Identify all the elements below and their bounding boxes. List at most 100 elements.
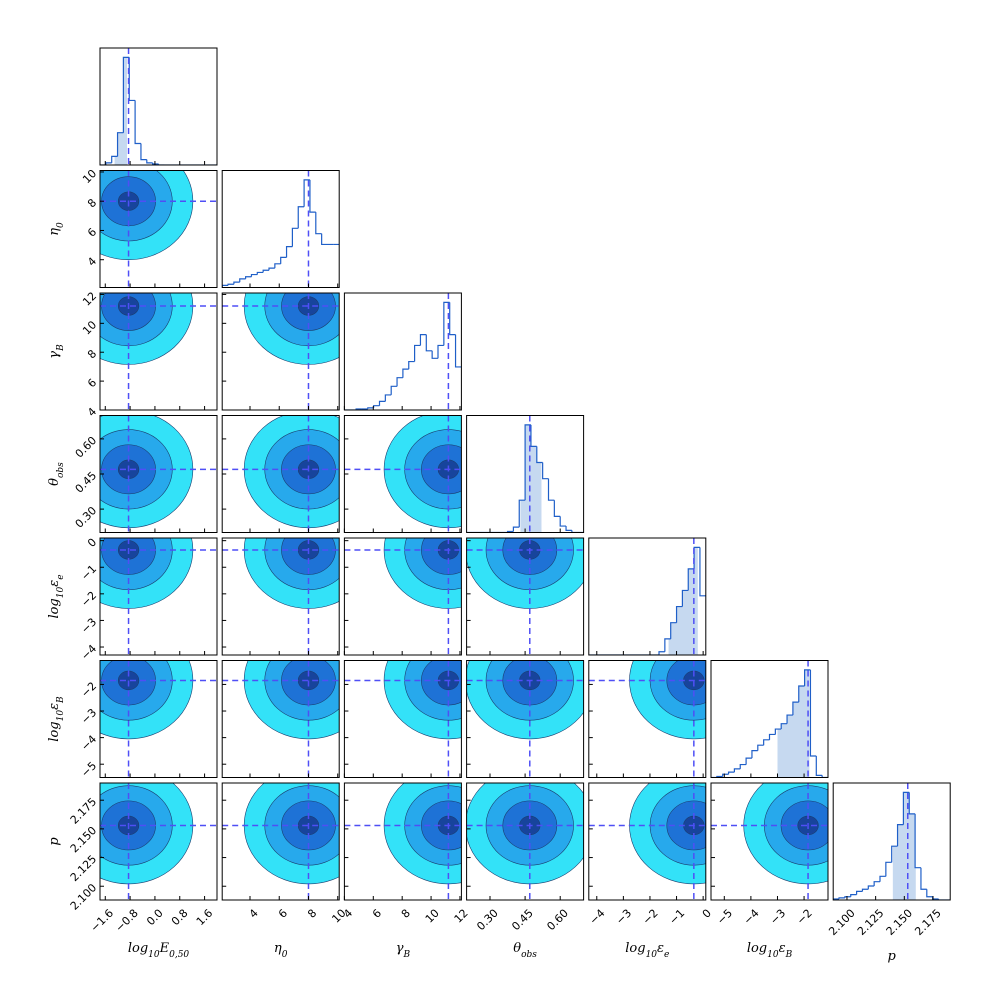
axis-label: log10εB bbox=[747, 941, 793, 960]
hist-bin bbox=[419, 334, 427, 346]
x-tick-label: 10 bbox=[423, 907, 442, 926]
hist-bin bbox=[739, 763, 747, 769]
panel-frame bbox=[343, 660, 462, 778]
axis-label-part: η bbox=[47, 228, 62, 236]
x-tick-label: 0.60 bbox=[544, 907, 571, 934]
panel bbox=[588, 783, 706, 900]
hist-bin bbox=[146, 159, 153, 164]
axis-label-part: log bbox=[625, 941, 645, 956]
panel bbox=[711, 783, 828, 900]
hist-bin bbox=[227, 283, 234, 286]
axis-label-part: θ bbox=[513, 941, 521, 956]
hist-bin bbox=[402, 368, 409, 378]
hist-bin bbox=[780, 723, 788, 730]
x-tick-label: 12 bbox=[452, 907, 471, 926]
x-tick-label: 1.6 bbox=[194, 907, 216, 929]
hist-bin bbox=[815, 755, 823, 776]
axis-label-part: e bbox=[56, 574, 66, 579]
axis-label-part: B bbox=[56, 696, 66, 704]
y-tick-label: 0.30 bbox=[73, 504, 100, 531]
hist-bin bbox=[274, 263, 281, 269]
hist-bin bbox=[536, 446, 543, 464]
panel-frame bbox=[588, 782, 707, 901]
hist-bin bbox=[745, 757, 752, 765]
panel bbox=[344, 415, 462, 533]
panel bbox=[344, 538, 462, 655]
axis-label: θobs bbox=[513, 941, 537, 960]
x-tick-label: 0 bbox=[700, 907, 714, 921]
hist-bin bbox=[524, 424, 531, 501]
hist-bin bbox=[833, 898, 840, 900]
x-tick-label: 6 bbox=[370, 907, 384, 921]
hist-bin bbox=[670, 622, 677, 639]
hist-bin bbox=[821, 775, 828, 778]
hist-bin bbox=[425, 334, 433, 352]
hist-bin bbox=[140, 143, 147, 161]
hist-bin bbox=[396, 377, 403, 387]
hist-bin bbox=[309, 179, 316, 213]
hist-bin bbox=[844, 896, 851, 898]
hist-bin bbox=[891, 845, 898, 863]
axis-label: log10εe bbox=[625, 941, 669, 960]
hist-bin bbox=[768, 733, 776, 740]
y-tick-label: 2.175 bbox=[68, 795, 99, 826]
panel-frame bbox=[99, 660, 218, 778]
hist-bin bbox=[809, 669, 817, 757]
x-tick-label: 6 bbox=[276, 907, 290, 921]
axis-label: θobs bbox=[47, 462, 66, 486]
axis-label: log10εe bbox=[47, 574, 66, 618]
hist-bin bbox=[443, 301, 450, 346]
axis-label-part: 0 bbox=[56, 222, 66, 228]
axis-label-part: p bbox=[47, 837, 62, 846]
hist-bin bbox=[885, 861, 892, 877]
panel bbox=[100, 415, 217, 533]
panel-frame bbox=[99, 170, 218, 288]
hist-bin bbox=[303, 179, 310, 207]
hist-bin bbox=[297, 206, 305, 229]
hist-bin bbox=[373, 405, 380, 408]
y-tick-label: −3 bbox=[79, 615, 100, 636]
y-tick-label: 2.100 bbox=[68, 881, 99, 912]
hist-bin bbox=[256, 271, 264, 275]
x-tick-label: 2.150 bbox=[884, 907, 915, 938]
panel bbox=[466, 538, 584, 655]
axis-label: p bbox=[47, 837, 62, 846]
panel-frame bbox=[710, 782, 829, 901]
hist-bin bbox=[542, 462, 549, 480]
hist-bin bbox=[792, 701, 799, 716]
panel-frame bbox=[99, 537, 218, 656]
panel bbox=[588, 660, 706, 778]
panel bbox=[222, 783, 340, 900]
axis-label-part: γ bbox=[396, 941, 404, 956]
hist-bin bbox=[664, 638, 671, 652]
axis-label-part: B bbox=[785, 950, 793, 960]
hist-bin bbox=[926, 889, 933, 898]
hist-bin bbox=[105, 162, 112, 165]
hist-bin bbox=[774, 728, 782, 735]
panel-frame bbox=[588, 660, 707, 778]
y-tick-label: −2 bbox=[79, 679, 100, 700]
hist-bin bbox=[861, 888, 869, 892]
axis-label-part: log bbox=[47, 721, 62, 741]
y-tick-label: 2.150 bbox=[68, 824, 99, 855]
axis-label: log10E0,50 bbox=[128, 941, 190, 960]
x-tick-label: 0.45 bbox=[509, 907, 536, 934]
hist-bin bbox=[559, 516, 567, 527]
panel bbox=[100, 170, 217, 288]
axis-label-part: E bbox=[159, 941, 170, 956]
hist-bin bbox=[879, 875, 886, 882]
x-tick-label: 2.125 bbox=[855, 907, 886, 938]
panel bbox=[100, 783, 217, 900]
hist-bin bbox=[937, 898, 945, 900]
axis-label-part: obs bbox=[56, 462, 66, 478]
axis-label-part: ε bbox=[657, 941, 664, 956]
hist-bin bbox=[571, 530, 578, 533]
hist-bin bbox=[757, 744, 764, 751]
hist-bin bbox=[838, 897, 845, 899]
hist-bin bbox=[454, 334, 462, 368]
hist-bin bbox=[122, 56, 130, 133]
y-tick-label: 8 bbox=[85, 347, 99, 361]
panel bbox=[588, 538, 706, 655]
axis-label-part: η bbox=[274, 941, 282, 956]
hist-bin bbox=[804, 669, 811, 687]
